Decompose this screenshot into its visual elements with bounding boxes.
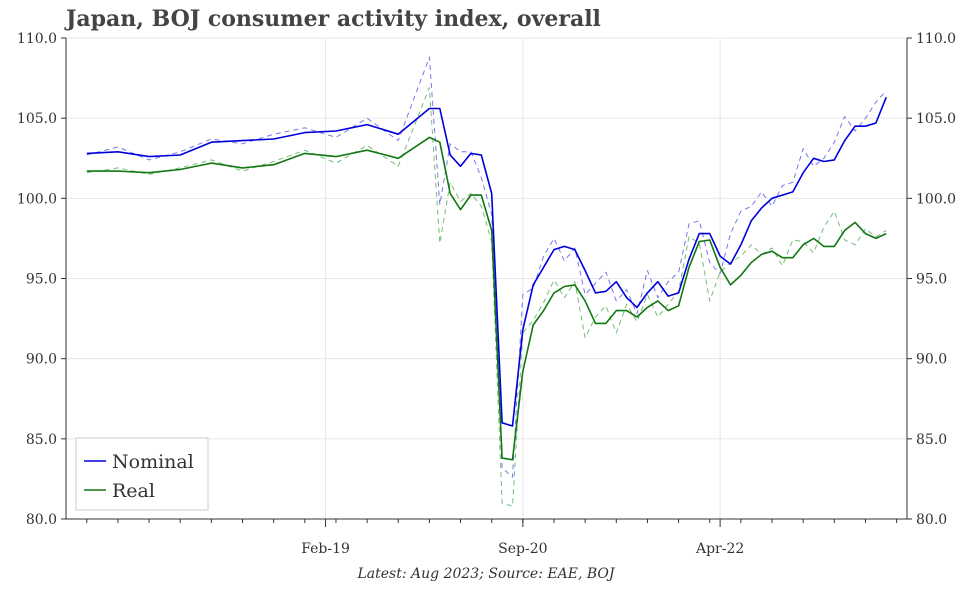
x-tick-label: Apr-22 xyxy=(695,541,744,557)
y-tick-label-right: 95.0 xyxy=(916,272,947,288)
y-tick-label-left: 100.0 xyxy=(17,191,57,207)
x-tick-label: Sep-20 xyxy=(498,541,547,557)
y-tick-label-left: 105.0 xyxy=(17,111,57,127)
y-tick-label-right: 80.0 xyxy=(916,512,947,528)
nominal-dashed-line xyxy=(86,56,887,478)
y-tick-label-left: 90.0 xyxy=(26,352,57,368)
real-dashed-line xyxy=(86,87,887,507)
chart-caption: Latest: Aug 2023; Source: EAE, BOJ xyxy=(357,566,615,582)
y-tick-label-left: 85.0 xyxy=(26,432,57,448)
y-tick-label-right: 100.0 xyxy=(916,191,956,207)
y-tick-label-right: 90.0 xyxy=(916,352,947,368)
legend-label-nominal: Nominal xyxy=(112,451,194,473)
y-tick-label-right: 105.0 xyxy=(916,111,956,127)
y-tick-label-right: 85.0 xyxy=(916,432,947,448)
legend-box xyxy=(75,437,209,511)
y-tick-label-right: 110.0 xyxy=(916,31,956,47)
chart-title: Japan, BOJ consumer activity index, over… xyxy=(66,6,601,32)
y-tick-label-left: 80.0 xyxy=(26,512,57,528)
real-line xyxy=(86,136,887,461)
legend-label-real: Real xyxy=(112,480,155,502)
x-tick-label: Feb-19 xyxy=(301,541,350,557)
nominal-line xyxy=(86,97,887,427)
y-tick-label-left: 110.0 xyxy=(17,31,57,47)
y-tick-label-left: 95.0 xyxy=(26,272,57,288)
